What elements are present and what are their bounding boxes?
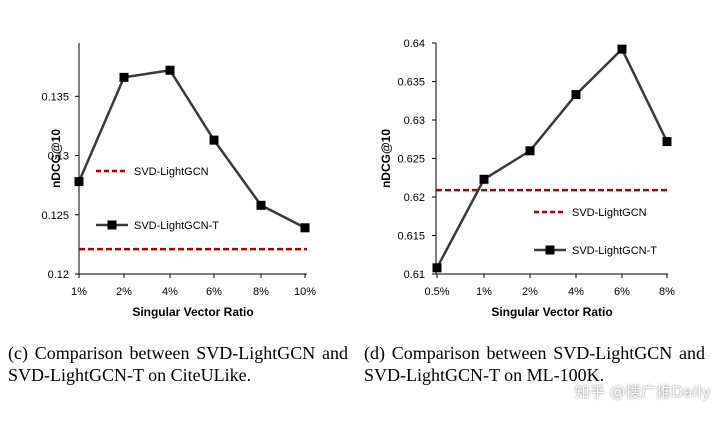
chart-d-y-tick-label: 0.61: [404, 269, 425, 281]
chart-d-series-svd-lightgcn-t-point: [662, 137, 672, 147]
chart-c-y-tick-label: 0.135: [41, 91, 69, 103]
chart-c-series-svd-lightgcn-t-point: [209, 135, 219, 145]
chart-c-y-axis-title: nDCG@10: [49, 129, 63, 188]
caption-d: (d) Comparison between SVD-LightGCN and …: [364, 343, 705, 385]
chart-d-x-tick-label: 6%: [614, 286, 630, 298]
chart-d-x-tick-label: 2%: [522, 286, 538, 298]
chart-d-y-axis-title: nDCG@10: [379, 129, 393, 188]
chart-d-legend-marker-svd-lightgcn-t: [545, 245, 555, 255]
chart-d-series-svd-lightgcn-t-line: [435, 47, 669, 269]
figure-charts: 0.12 0.125 0.13 0.135 1% 2% 4% 6% 8% 10% Singular …: [41, 38, 675, 319]
chart-d-legend-label-svd-lightgcn: SVD-LightGCN: [572, 207, 647, 219]
chart-d-series-svd-lightgcn-t-point: [432, 263, 442, 273]
chart-d-y-tick-label: 0.635: [397, 77, 425, 89]
chart-c-legend-marker-svd-lightgcn-t: [107, 220, 117, 230]
chart-d-y-tick-label: 0.615: [397, 231, 425, 243]
chart-d-y-tick-label: 0.64: [404, 38, 425, 50]
watermark: 知乎 @搜广推Daily: [574, 383, 711, 401]
chart-c-legend-label-svd-lightgcn-t: SVD-LightGCN-T: [134, 220, 219, 232]
chart-c-series-svd-lightgcn-t-line: [77, 68, 306, 229]
chart-d-y-tick-label: 0.63: [404, 115, 425, 127]
chart-c-x-tick-label: 6%: [206, 286, 222, 298]
chart-d-x-tick-label: 8%: [659, 286, 675, 298]
chart-c-x-axis-title: Singular Vector Ratio: [132, 305, 253, 319]
chart-c-series-svd-lightgcn-t-point: [74, 177, 84, 187]
chart-c-y-tick-label: 0.12: [48, 269, 69, 281]
chart-d-x-axis-title: Singular Vector Ratio: [491, 305, 612, 319]
chart-c-series-svd-lightgcn-t-point: [256, 200, 266, 210]
chart-c-legend-label-svd-lightgcn: SVD-LightGCN: [134, 166, 209, 178]
chart-d-series-svd-lightgcn-t-point: [571, 90, 581, 100]
chart-c-x-tick-label: 4%: [162, 286, 178, 298]
chart-d-x-tick-label: 4%: [568, 286, 584, 298]
chart-c-series-svd-lightgcn-t-point: [165, 65, 175, 75]
chart-d-series-svd-lightgcn-t-point: [479, 174, 489, 184]
chart-c-x-tick-label: 10%: [294, 286, 316, 298]
chart-c-x-tick-label: 8%: [253, 286, 269, 298]
chart-d-legend-label-svd-lightgcn-t: SVD-LightGCN-T: [572, 245, 657, 257]
chart-d-y-tick-label: 0.62: [404, 192, 425, 204]
chart-c-x-tick-label: 2%: [116, 286, 132, 298]
chart-d-y-tick-label: 0.625: [397, 154, 425, 166]
chart-c-y-tick-label: 0.125: [41, 210, 69, 222]
chart-d-series-svd-lightgcn-t-point: [617, 44, 627, 54]
chart-c-series-svd-lightgcn-t-point: [300, 223, 310, 233]
caption-c: (c) Comparison between SVD-LightGCN and …: [8, 343, 348, 385]
chart-d-x-tick-label: 0.5%: [424, 286, 449, 298]
chart-c-x-tick-label: 1%: [71, 286, 87, 298]
chart-d-series-svd-lightgcn-t-point: [525, 146, 535, 156]
chart-c-y-tick-label: 0.13: [48, 151, 69, 163]
chart-c-series-svd-lightgcn-t-point: [119, 72, 129, 82]
chart-d-x-tick-label: 1%: [476, 286, 492, 298]
